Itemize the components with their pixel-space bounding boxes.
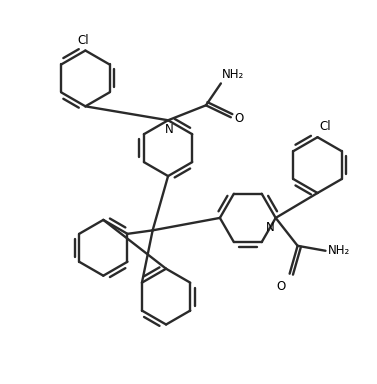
Text: N: N [266, 221, 275, 234]
Text: Cl: Cl [320, 120, 331, 133]
Text: Cl: Cl [78, 33, 89, 46]
Text: O: O [276, 280, 286, 293]
Text: N: N [165, 123, 173, 136]
Text: NH₂: NH₂ [222, 68, 244, 81]
Text: O: O [235, 112, 244, 125]
Text: NH₂: NH₂ [328, 244, 350, 257]
